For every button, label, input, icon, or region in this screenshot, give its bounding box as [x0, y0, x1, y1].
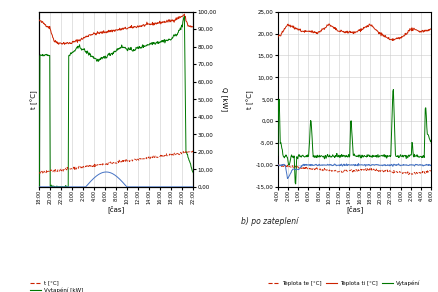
Text: b) po zateplení: b) po zateplení [241, 218, 298, 226]
Legend: t [°C], Vytapéní [kW], Tepelný zisk
sluneční radiaci [kW]: t [°C], Vytapéní [kW], Tepelný zisk slun… [30, 281, 102, 292]
Y-axis label: t [°C]: t [°C] [31, 90, 38, 109]
Y-axis label: t [°C]: t [°C] [247, 90, 254, 109]
Y-axis label: Q [kW]: Q [kW] [221, 87, 228, 111]
Legend: Teplota te [°C], Teplota ti [°C], Vytapéní: Teplota te [°C], Teplota ti [°C], Vytapé… [268, 281, 420, 286]
X-axis label: [čas]: [čas] [346, 205, 363, 213]
X-axis label: [čas]: [čas] [108, 205, 125, 213]
